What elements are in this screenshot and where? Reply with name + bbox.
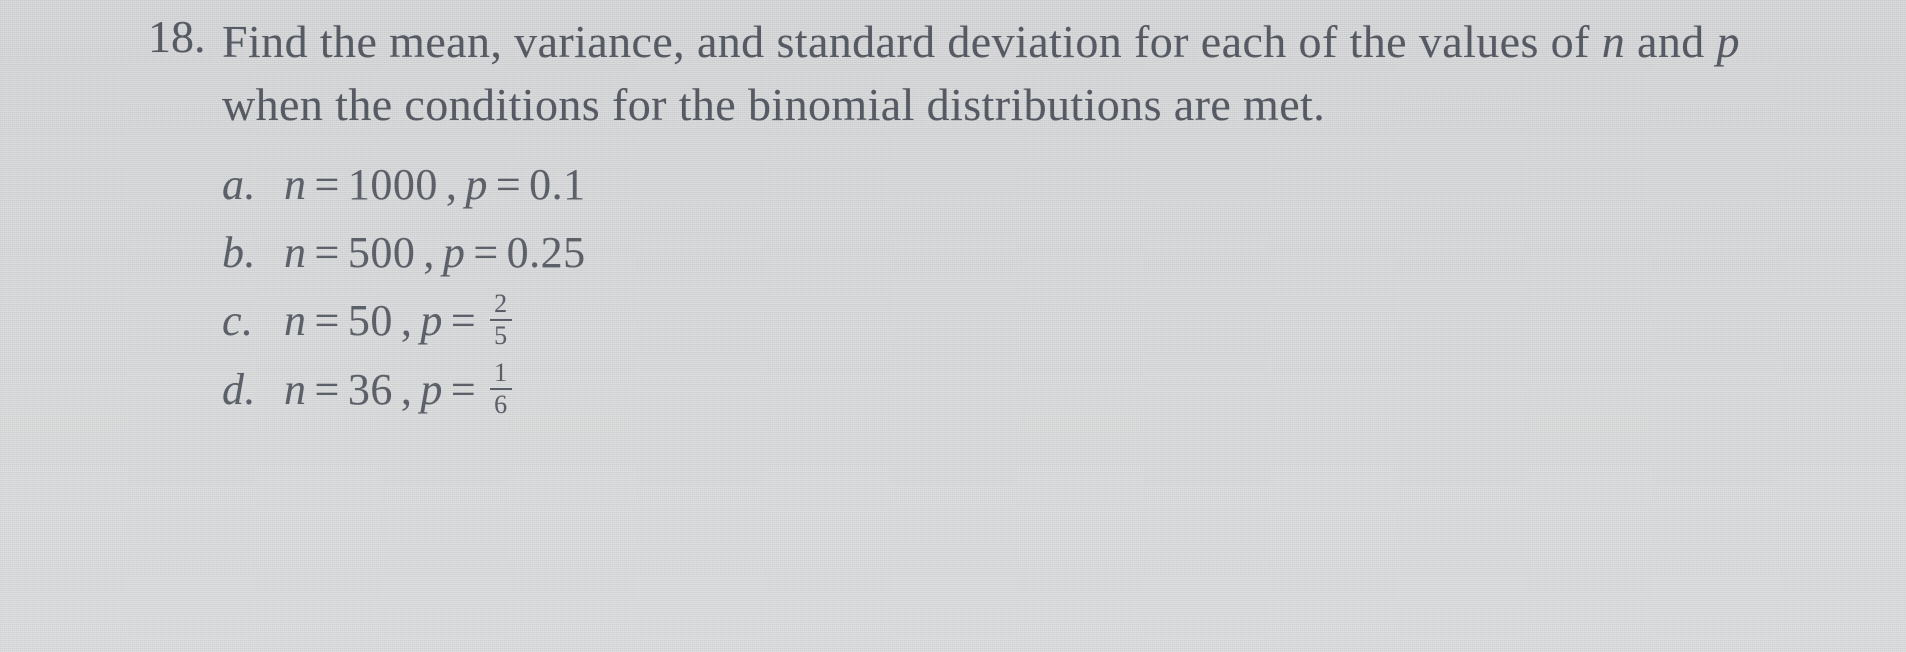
option-b-p-value: 0.25 (507, 219, 586, 287)
option-b-letter: b. (222, 219, 284, 287)
option-d-fraction: 1 6 (490, 360, 512, 418)
stem-text-1: Find the mean, variance, and standard de… (222, 16, 1602, 67)
option-c-n-value: 50 (348, 287, 393, 355)
option-c-frac-den: 5 (490, 319, 512, 349)
option-a-sep: , (446, 151, 458, 219)
option-d-n-value: 36 (348, 356, 393, 424)
option-a-eq2: = (496, 151, 521, 219)
option-d-math: n = 36, p = 1 6 (284, 356, 512, 424)
option-a-p-label: p (465, 151, 488, 219)
option-c-math: n = 50, p = 2 5 (284, 287, 512, 355)
option-a-math: n = 1000, p = 0.1 (284, 151, 586, 219)
option-d-frac-num: 1 (490, 360, 512, 388)
option-c-fraction: 2 5 (490, 291, 512, 349)
option-b-n-label: n (284, 219, 307, 287)
option-d-p-label: p (420, 356, 443, 424)
question-stem: Find the mean, variance, and standard de… (222, 10, 1822, 137)
option-b: b. n = 500, p = 0.25 (222, 219, 1906, 287)
page: 18. Find the mean, variance, and standar… (0, 0, 1906, 652)
option-c: c. n = 50, p = 2 5 (222, 287, 1906, 355)
option-c-p-label: p (420, 287, 443, 355)
option-b-math: n = 500, p = 0.25 (284, 219, 586, 287)
question-block: 18. Find the mean, variance, and standar… (150, 10, 1906, 424)
stem-var-n: n (1602, 16, 1625, 67)
option-a-eq1: = (315, 151, 340, 219)
option-d: d. n = 36, p = 1 6 (222, 356, 1906, 424)
option-c-frac-num: 2 (490, 291, 512, 319)
option-c-eq1: = (315, 287, 340, 355)
option-d-eq1: = (315, 356, 340, 424)
option-d-frac-den: 6 (490, 388, 512, 418)
option-c-n-label: n (284, 287, 307, 355)
option-a-n-value: 1000 (348, 151, 438, 219)
option-d-letter: d. (222, 356, 284, 424)
option-b-eq2: = (473, 219, 498, 287)
option-b-eq1: = (315, 219, 340, 287)
option-a-letter: a. (222, 151, 284, 219)
option-c-letter: c. (222, 287, 284, 355)
option-c-sep: , (401, 287, 413, 355)
options-list: a. n = 1000, p = 0.1 b. n = 500, p (222, 151, 1906, 424)
option-b-sep: , (423, 219, 435, 287)
option-d-n-label: n (284, 356, 307, 424)
question-number: 18. (148, 10, 206, 63)
option-a-n-label: n (284, 151, 307, 219)
option-c-eq2: = (451, 287, 476, 355)
option-d-eq2: = (451, 356, 476, 424)
option-d-sep: , (401, 356, 413, 424)
option-b-p-label: p (443, 219, 466, 287)
stem-var-p: p (1717, 16, 1740, 67)
option-b-n-value: 500 (348, 219, 416, 287)
stem-text-3: when the conditions for the binomial dis… (222, 79, 1325, 130)
stem-text-2: and (1625, 16, 1716, 67)
option-a: a. n = 1000, p = 0.1 (222, 151, 1906, 219)
option-a-p-value: 0.1 (529, 151, 586, 219)
